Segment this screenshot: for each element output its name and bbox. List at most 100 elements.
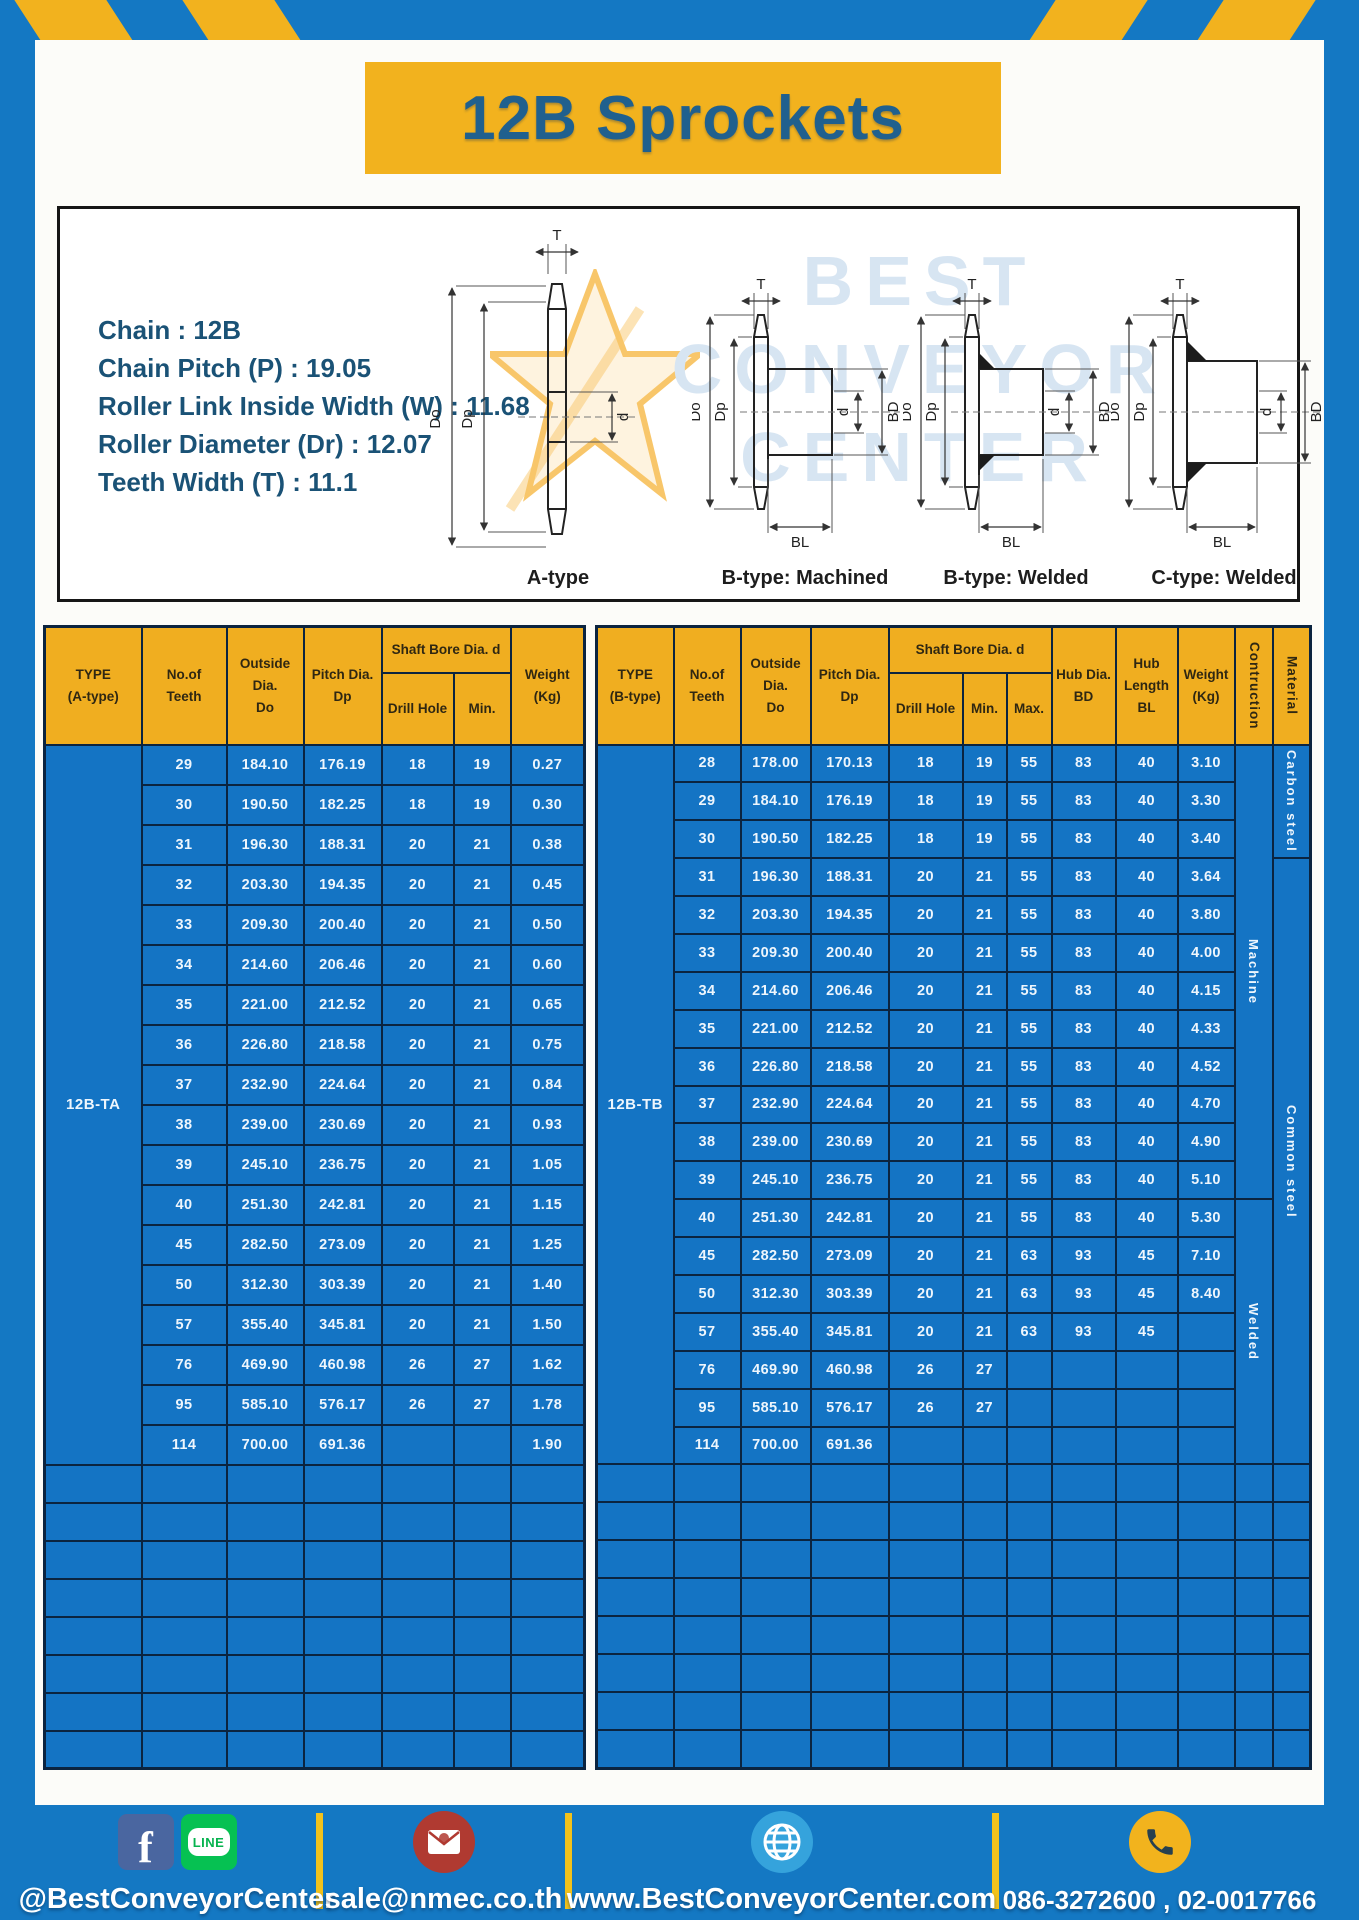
cell: 209.30 xyxy=(225,903,305,946)
cell: 236.75 xyxy=(302,1143,383,1186)
table-row: 33 209.30 200.40 20 21 55 83 40 4.00 xyxy=(597,932,1311,973)
empty-cell xyxy=(1114,1653,1179,1694)
cell: 1.62 xyxy=(509,1343,586,1386)
cell: 236.75 xyxy=(809,1160,890,1201)
empty-cell xyxy=(1050,1615,1117,1656)
cell: 20 xyxy=(887,1273,964,1314)
cell: 3.40 xyxy=(1176,819,1236,860)
cell: 20 xyxy=(380,1223,455,1266)
cell: 20 xyxy=(887,895,964,935)
cell: 19 xyxy=(452,783,512,826)
empty-cell xyxy=(140,1615,228,1656)
cell: 1.78 xyxy=(509,1383,586,1426)
cell: 1.50 xyxy=(509,1303,586,1346)
cell: 33 xyxy=(672,932,742,973)
empty-cell xyxy=(809,1691,890,1732)
cell: 576.17 xyxy=(302,1383,383,1426)
col-header-drill-hole: Drill Hole xyxy=(380,671,455,746)
cell: 40 xyxy=(1114,1198,1179,1239)
cell: 26 xyxy=(380,1343,455,1386)
cell: 206.46 xyxy=(302,943,383,986)
col-header-material: Material xyxy=(1271,625,1312,746)
cell: 26 xyxy=(887,1387,964,1428)
cell: 55 xyxy=(1005,970,1053,1011)
svg-text:BL: BL xyxy=(1002,534,1020,551)
phone-icon[interactable] xyxy=(1128,1811,1191,1873)
cell: 21 xyxy=(961,1273,1008,1314)
cell: 200.40 xyxy=(809,932,890,973)
cell: 63 xyxy=(1005,1236,1053,1276)
table-row: 57 355.40 345.81 20 21 63 93 45 xyxy=(597,1311,1311,1352)
cell: 35 xyxy=(672,1008,742,1049)
cell: 40 xyxy=(1114,1046,1179,1087)
cell: 83 xyxy=(1050,743,1117,784)
empty-cell xyxy=(887,1539,964,1580)
cell: 27 xyxy=(961,1387,1008,1428)
col-header-weight: Weight (Kg) xyxy=(509,625,586,746)
empty-cell xyxy=(509,1729,586,1770)
empty-row xyxy=(595,1615,1312,1656)
cell: 21 xyxy=(452,983,512,1026)
cell: 196.30 xyxy=(225,823,305,866)
col-header-construction: Contruction xyxy=(1233,625,1274,746)
cell: 83 xyxy=(1050,857,1117,898)
empty-cell xyxy=(452,1539,512,1580)
cell: 7.10 xyxy=(1176,1236,1236,1276)
cell: 55 xyxy=(1005,1008,1053,1049)
empty-cell xyxy=(1114,1539,1179,1580)
cell: 691.36 xyxy=(809,1425,890,1466)
cell: 190.50 xyxy=(739,819,812,860)
empty-cell xyxy=(140,1463,228,1504)
cell: 21 xyxy=(961,1236,1008,1276)
cell: 26 xyxy=(887,1349,964,1390)
empty-cell xyxy=(1114,1729,1179,1770)
cell: 83 xyxy=(1050,1160,1117,1201)
cell: 21 xyxy=(452,1303,512,1346)
table-row: 39 245.10 236.75 20 21 55 83 40 5.10 xyxy=(597,1160,1311,1201)
svg-text:Dp: Dp xyxy=(1131,402,1148,421)
empty-cell xyxy=(1233,1653,1274,1694)
empty-cell xyxy=(1233,1463,1274,1504)
table-row: 37 232.90 224.64 20 21 55 83 40 4.70 xyxy=(597,1084,1311,1125)
cell: 345.81 xyxy=(809,1311,890,1352)
cell: 21 xyxy=(452,1023,512,1066)
empty-cell xyxy=(1005,1501,1053,1542)
empty-cell xyxy=(452,1463,512,1504)
line-icon[interactable]: LINE xyxy=(180,1814,237,1870)
svg-text:Dp: Dp xyxy=(923,402,940,421)
cell: 0.84 xyxy=(509,1063,586,1106)
phone-numbers[interactable]: 086-3272600 , 02-0017766 xyxy=(1002,1885,1317,1915)
empty-cell xyxy=(43,1653,143,1694)
cell: 232.90 xyxy=(739,1084,812,1125)
empty-cell xyxy=(380,1539,455,1580)
empty-row xyxy=(595,1691,1312,1732)
spec-line: Teeth Width (T) : 11.1 xyxy=(98,467,358,497)
social-handle[interactable]: @BestConveyorCenter xyxy=(18,1883,336,1915)
empty-cell xyxy=(961,1539,1008,1580)
cell: 20 xyxy=(380,983,455,1026)
website-url[interactable]: www.BestConveyorCenter.com xyxy=(566,1883,997,1915)
cell: 50 xyxy=(672,1273,742,1314)
globe-icon[interactable] xyxy=(750,1811,813,1873)
cell: 182.25 xyxy=(809,819,890,860)
cell: 355.40 xyxy=(739,1311,812,1352)
email-address[interactable]: sale@nmec.co.th xyxy=(324,1883,563,1915)
facebook-icon[interactable]: f xyxy=(117,1814,174,1872)
cell: 34 xyxy=(140,943,228,986)
cell: 21 xyxy=(961,1198,1008,1239)
empty-cell xyxy=(302,1653,383,1694)
table-row: 37 232.90 224.64 20 21 0.84 xyxy=(45,1063,586,1106)
col-header-min: Min. xyxy=(452,671,512,746)
cell: 21 xyxy=(961,1084,1008,1125)
empty-cell xyxy=(302,1539,383,1580)
cell: 39 xyxy=(672,1160,742,1201)
cell: 40 xyxy=(1114,781,1179,822)
cell: 700.00 xyxy=(739,1425,812,1466)
cell: 83 xyxy=(1050,781,1117,822)
cell: 209.30 xyxy=(739,932,812,973)
footer-divider xyxy=(992,1813,999,1909)
cell xyxy=(961,1425,1008,1466)
email-icon[interactable] xyxy=(412,1811,475,1873)
cell: 50 xyxy=(140,1263,228,1306)
cell: 18 xyxy=(380,743,455,786)
